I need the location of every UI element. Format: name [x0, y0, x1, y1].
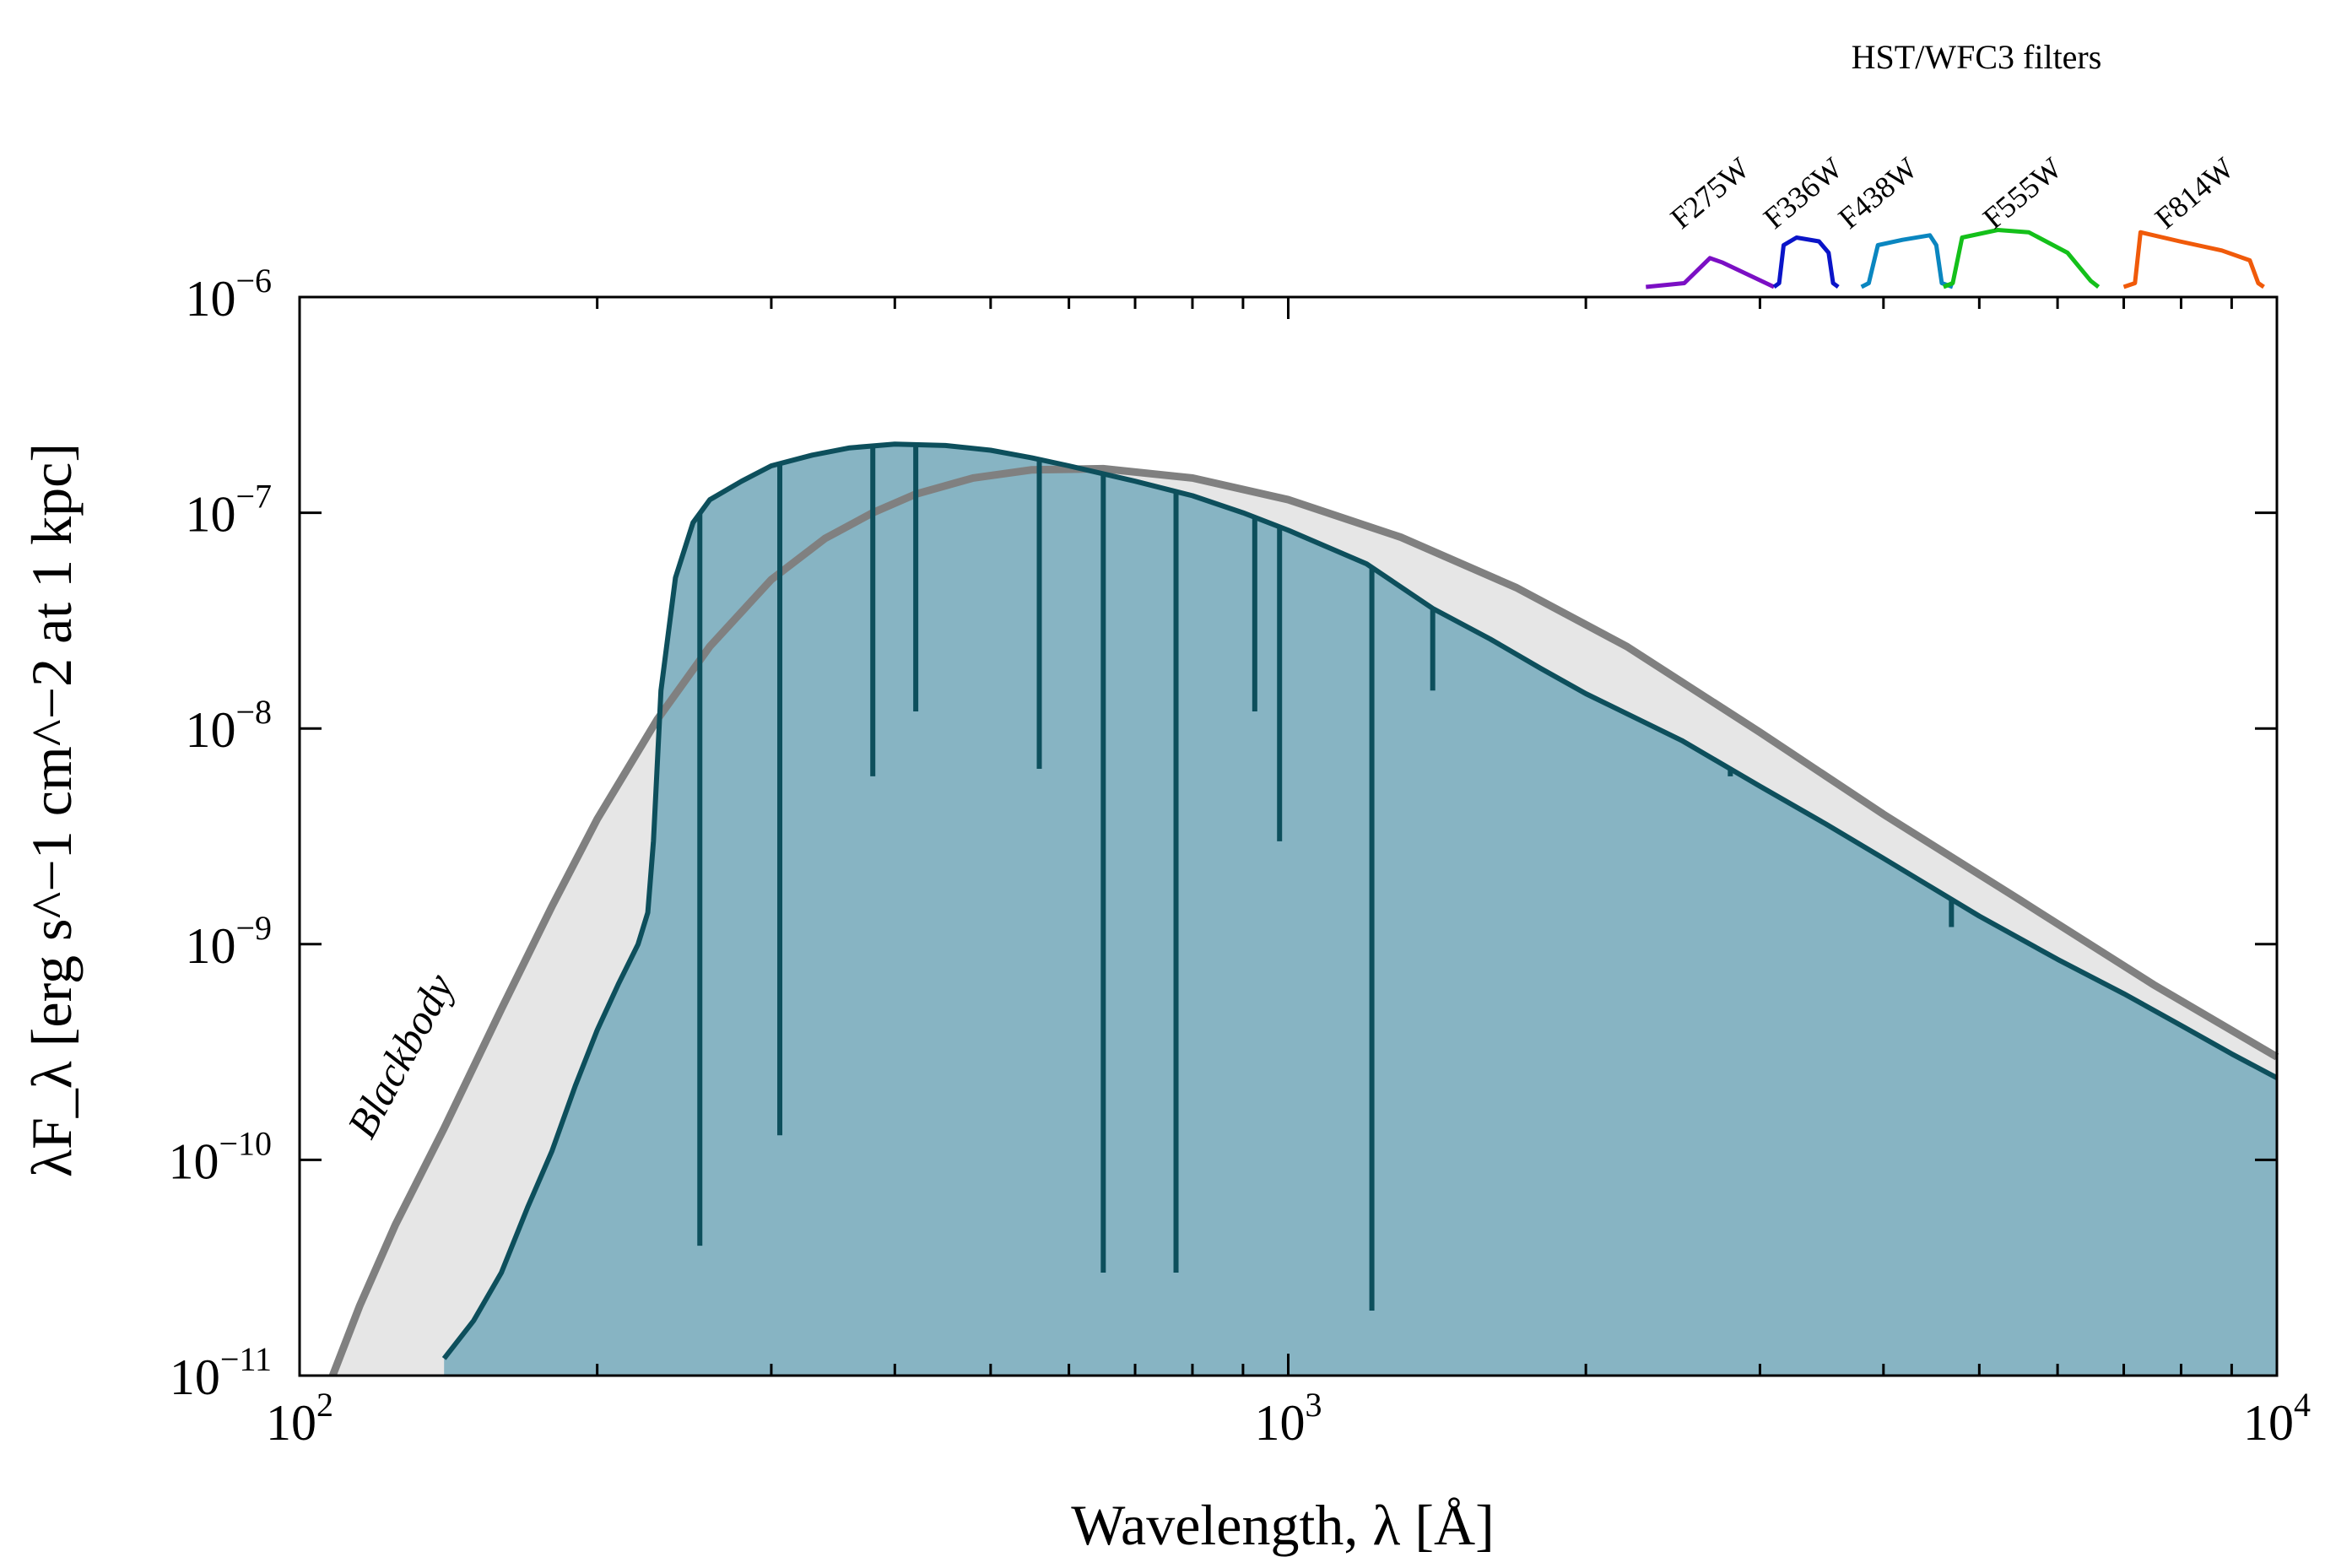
- absorption-lines: [697, 444, 1955, 1311]
- filter-label: F814W: [2149, 151, 2240, 235]
- y-tick-label: 10−6: [185, 262, 272, 327]
- x-tick-label: 104: [2243, 1386, 2311, 1451]
- filter-label: F555W: [1976, 151, 2068, 235]
- y-tick-label: 10−7: [185, 478, 272, 543]
- blackbody-line: [329, 464, 2279, 1377]
- x-tick-label: 102: [266, 1386, 333, 1451]
- y-tick-labels: 10−11 10−10 10−9 10−8 10−7 10−6: [168, 262, 272, 1405]
- inset-title: HST/WFC3 filters: [1852, 38, 2102, 76]
- x-tick-label: 103: [1255, 1386, 1322, 1451]
- x-axis-title: Wavelength, λ [Å]: [1071, 1493, 1494, 1557]
- filter-curve: [1772, 235, 1840, 289]
- x-tick-labels: 102 103 104: [266, 1386, 2311, 1451]
- filter-curve: [1646, 256, 1776, 289]
- y-axis-title: λF_λ [erg s^−1 cm^−2 at 1 kpc]: [19, 443, 84, 1177]
- filter-curve: [1860, 233, 1954, 289]
- axis-ticks: [298, 295, 2279, 1377]
- y-tick-label: 10−8: [185, 693, 272, 758]
- blackbody-label: Blackbody: [338, 965, 463, 1145]
- filter-label: F438W: [1832, 151, 1923, 235]
- spectrum-line: [441, 441, 2279, 1360]
- filter-label: F336W: [1757, 151, 1848, 235]
- spectrum-fill: [444, 444, 2278, 1376]
- filter-label: F275W: [1664, 151, 1755, 235]
- filter-curve: [2122, 230, 2265, 289]
- y-tick-label: 10−9: [185, 909, 272, 974]
- y-tick-label: 10−10: [168, 1124, 272, 1189]
- filter-curve: [1942, 228, 2101, 289]
- plot-area: Blackbody: [329, 441, 2279, 1377]
- y-tick-label: 10−11: [170, 1340, 272, 1405]
